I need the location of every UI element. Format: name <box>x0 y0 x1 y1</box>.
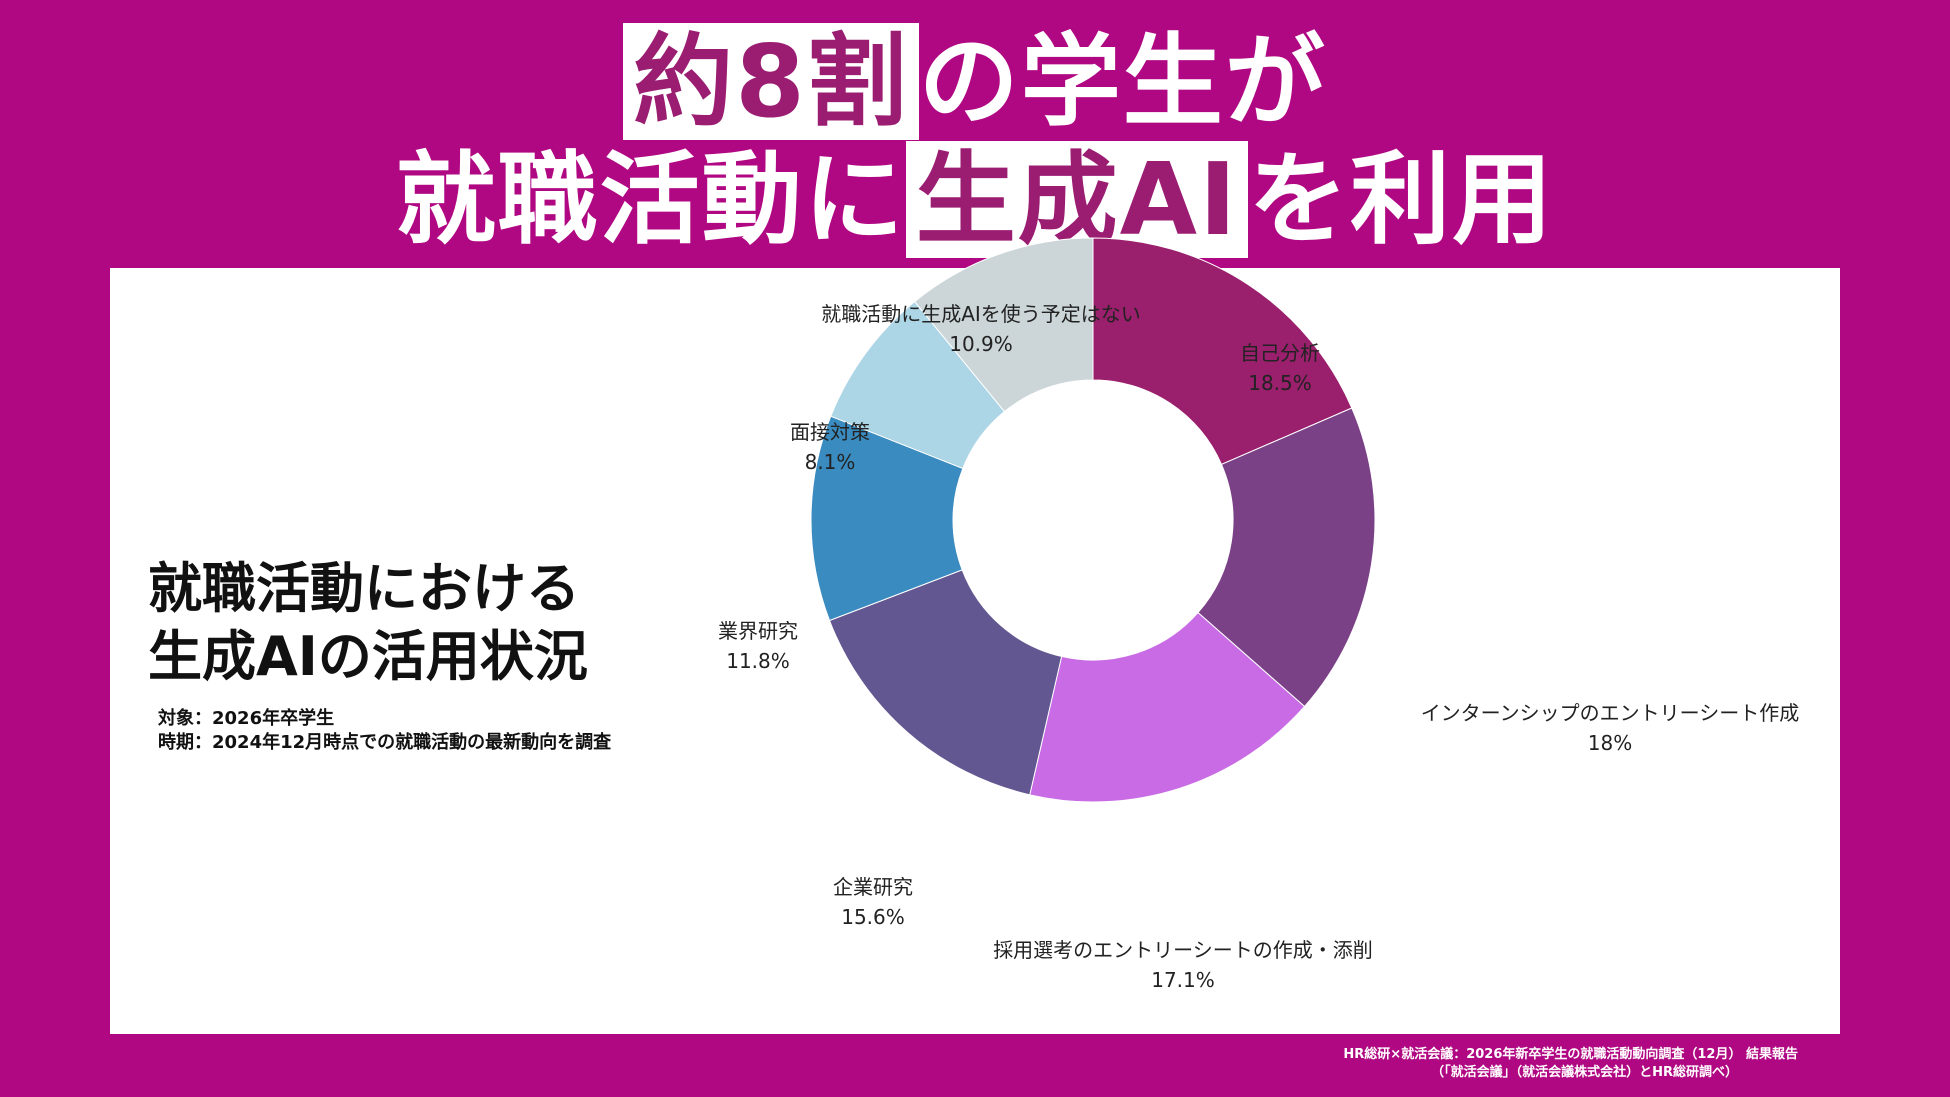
donut-slice <box>828 569 1063 796</box>
slice-value-label: 8.1% <box>805 450 856 474</box>
donut-slice <box>913 237 1094 413</box>
slice-category-label: 面接対策 <box>790 420 870 444</box>
headline-text-2b: を利用 <box>1248 141 1555 258</box>
survey-target: 対象：2026年卒学生 <box>158 708 335 729</box>
donut-slice <box>1029 611 1306 803</box>
slice-category-label: インターンシップのエントリーシート作成 <box>1421 701 1800 725</box>
slice-category-label: 企業研究 <box>833 875 913 899</box>
source-footer: HR総研×就活会議：2026年新卒学生の就職活動動向調査（12月） 結果報告 （… <box>1343 1046 1798 1082</box>
slice-value-label: 18% <box>1588 731 1632 755</box>
slice-category-label: 採用選考のエントリーシートの作成・添削 <box>993 938 1373 962</box>
chart-title-line-2: 生成AIの活用状況 <box>148 625 588 688</box>
survey-period: 時期：2024年12月時点での就職活動の最新動向を調査 <box>158 732 612 753</box>
source-line-1: HR総研×就活会議：2026年新卒学生の就職活動動向調査（12月） 結果報告 <box>1343 1047 1798 1062</box>
headline-text-2a: 就職活動に <box>395 141 906 258</box>
slice-category-label: 就職活動に生成AIを使う予定はない <box>821 302 1141 326</box>
slice-value-label: 17.1% <box>1151 968 1215 992</box>
slice-value-label: 10.9% <box>949 332 1013 356</box>
chart-title: 就職活動における 生成AIの活用状況 <box>148 555 588 691</box>
headline-line-1: 約8割 の学生が <box>0 22 1950 142</box>
donut-slice <box>1197 407 1376 708</box>
donut-slice <box>1092 237 1353 466</box>
slice-value-label: 15.6% <box>841 905 905 929</box>
chart-title-line-1: 就職活動における <box>148 557 580 620</box>
headline-text-1: の学生が <box>918 23 1327 140</box>
slice-value-label: 11.8% <box>726 649 790 673</box>
slice-category-label: 業界研究 <box>718 619 798 643</box>
slice-value-label: 18.5% <box>1248 371 1312 395</box>
headline-highlight-1: 約8割 <box>623 23 919 140</box>
survey-meta: 対象：2026年卒学生 時期：2024年12月時点での就職活動の最新動向を調査 <box>158 707 611 755</box>
source-line-2: （「就活会議」（就活会議株式会社）とHR総研調べ） <box>1431 1065 1738 1080</box>
slice-category-label: 自己分析 <box>1240 341 1320 365</box>
